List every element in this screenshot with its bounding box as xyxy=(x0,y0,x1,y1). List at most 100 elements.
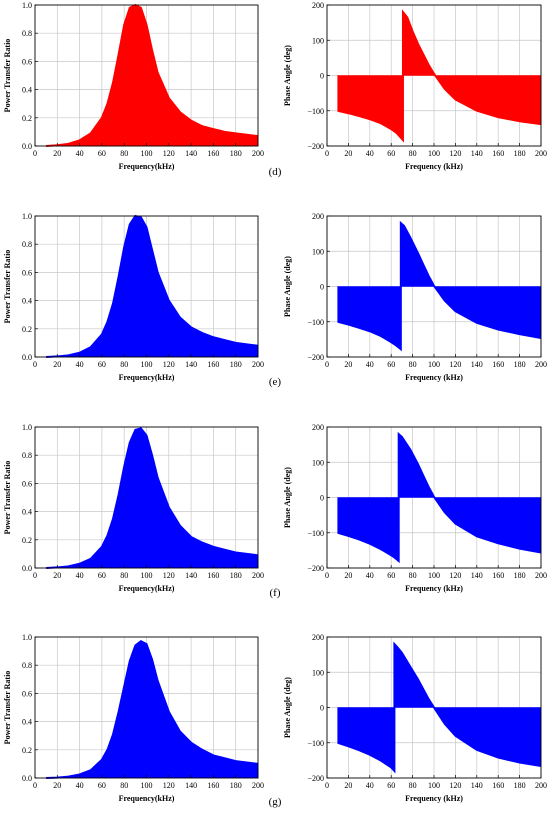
y-tick-label: 1.0 xyxy=(22,423,32,432)
y-tick-label: 0.2 xyxy=(22,114,32,123)
x-tick-label: 180 xyxy=(514,149,526,158)
x-tick-label: 100 xyxy=(141,571,153,580)
x-tick-label: 200 xyxy=(252,149,264,158)
panel-label: (d) xyxy=(269,166,282,178)
x-tick-label: 160 xyxy=(207,360,219,369)
x-tick-label: 100 xyxy=(141,781,153,790)
y-tick-label: 100 xyxy=(312,458,324,467)
x-tick-label: 160 xyxy=(207,571,219,580)
x-tick-label: 100 xyxy=(428,781,440,790)
x-tick-label: 180 xyxy=(514,781,526,790)
x-tick-label: 20 xyxy=(53,149,61,158)
x-tick-label: 160 xyxy=(492,571,504,580)
y-axis-label: Phase Angle (deg) xyxy=(283,677,292,738)
x-tick-label: 40 xyxy=(76,571,84,580)
x-tick-label: 100 xyxy=(428,571,440,580)
y-tick-label: 0.8 xyxy=(22,240,32,249)
y-tick-label: 0.6 xyxy=(22,268,32,277)
x-tick-label: 120 xyxy=(449,571,461,580)
series-line xyxy=(337,641,542,774)
x-tick-label: 60 xyxy=(387,571,395,580)
y-tick-label: 0.6 xyxy=(22,689,32,698)
y-tick-label: 200 xyxy=(312,212,324,221)
x-tick-label: 120 xyxy=(163,781,175,790)
y-tick-label: 200 xyxy=(312,1,324,10)
y-tick-label: −200 xyxy=(307,353,324,362)
x-tick-label: 20 xyxy=(53,571,61,580)
y-tick-label: 0 xyxy=(320,704,324,713)
x-tick-label: 40 xyxy=(366,571,374,580)
x-tick-label: 120 xyxy=(449,149,461,158)
y-tick-label: 200 xyxy=(312,423,324,432)
series-area xyxy=(337,643,542,772)
y-tick-label: −100 xyxy=(307,529,324,538)
x-tick-label: 140 xyxy=(185,149,197,158)
series-line xyxy=(337,220,542,352)
y-tick-label: 100 xyxy=(312,247,324,256)
y-tick-label: 100 xyxy=(312,668,324,677)
y-tick-label: 1.0 xyxy=(22,1,32,10)
x-tick-label: 140 xyxy=(471,360,483,369)
x-tick-label: 160 xyxy=(492,360,504,369)
x-tick-label: 40 xyxy=(366,149,374,158)
x-tick-label: 200 xyxy=(535,360,547,369)
x-tick-label: 160 xyxy=(492,149,504,158)
x-tick-label: 20 xyxy=(53,360,61,369)
series-line xyxy=(46,214,259,358)
x-tick-label: 60 xyxy=(98,571,106,580)
chart-g-phase: 0 20 40 60 80 100 120 140 160 180 200 200 100 0 −100 −2… xyxy=(283,633,547,803)
x-tick-label: 200 xyxy=(252,571,264,580)
y-tick-label: 0.8 xyxy=(22,661,32,670)
x-tick-label: 80 xyxy=(120,781,128,790)
y-tick-label: 100 xyxy=(312,36,324,45)
x-axis-label: Frequency (kHz) xyxy=(405,794,463,803)
y-tick-label: 0.6 xyxy=(22,479,32,488)
y-axis-label: Power Transfer Ratio xyxy=(3,250,12,324)
chart-g-power: 0 20 40 60 80 100 120 140 160 180 200 0.0 0.2 0.4 0.6 0… xyxy=(3,633,264,803)
x-tick-label: 60 xyxy=(387,149,395,158)
x-tick-label: 120 xyxy=(449,360,461,369)
x-tick-label: 100 xyxy=(141,360,153,369)
y-tick-label: 1.0 xyxy=(22,633,32,642)
x-tick-label: 20 xyxy=(344,149,352,158)
x-tick-label: 80 xyxy=(409,360,417,369)
y-axis-label: Phase Angle (deg) xyxy=(283,45,292,106)
panel-label: (e) xyxy=(269,376,282,388)
x-tick-label: 160 xyxy=(207,781,219,790)
chart-f-phase: 0 20 40 60 80 100 120 140 160 180 200 200 100 0 −100 −2… xyxy=(283,423,547,593)
y-tick-label: 0.2 xyxy=(22,536,32,545)
x-tick-label: 0 xyxy=(325,781,329,790)
x-tick-label: 20 xyxy=(53,781,61,790)
y-tick-label: 0.2 xyxy=(22,746,32,755)
x-tick-label: 160 xyxy=(207,149,219,158)
x-tick-label: 20 xyxy=(344,360,352,369)
x-tick-label: 100 xyxy=(141,149,153,158)
x-tick-label: 140 xyxy=(185,571,197,580)
x-tick-label: 80 xyxy=(409,571,417,580)
panel-label: (f) xyxy=(270,587,281,599)
y-tick-label: 0.4 xyxy=(22,508,32,517)
x-tick-label: 0 xyxy=(325,360,329,369)
x-tick-label: 40 xyxy=(76,149,84,158)
x-tick-label: 200 xyxy=(252,781,264,790)
y-tick-label: −200 xyxy=(307,564,324,573)
series-line xyxy=(46,3,259,147)
y-tick-label: 0.0 xyxy=(22,564,32,573)
y-tick-label: −200 xyxy=(307,774,324,783)
y-axis-label: Power Transfer Ratio xyxy=(3,671,12,745)
x-tick-label: 0 xyxy=(33,781,37,790)
y-tick-label: −100 xyxy=(307,318,324,327)
y-tick-label: 0.0 xyxy=(22,353,32,362)
x-tick-label: 140 xyxy=(185,781,197,790)
x-tick-label: 60 xyxy=(387,360,395,369)
x-tick-label: 200 xyxy=(535,781,547,790)
x-tick-label: 80 xyxy=(409,149,417,158)
y-tick-label: −200 xyxy=(307,142,324,151)
x-tick-label: 200 xyxy=(535,571,547,580)
x-tick-label: 60 xyxy=(98,781,106,790)
series-line xyxy=(46,640,259,779)
x-tick-label: 0 xyxy=(33,149,37,158)
chart-d-power: 0 20 40 60 80 100 120 140 160 180 200 0.0 0.2 0.4 0.6 0… xyxy=(3,1,264,171)
series-area xyxy=(46,4,259,147)
chart-e-phase: 0 20 40 60 80 100 120 140 160 180 200 200 100 0 −100 −2… xyxy=(283,212,547,382)
